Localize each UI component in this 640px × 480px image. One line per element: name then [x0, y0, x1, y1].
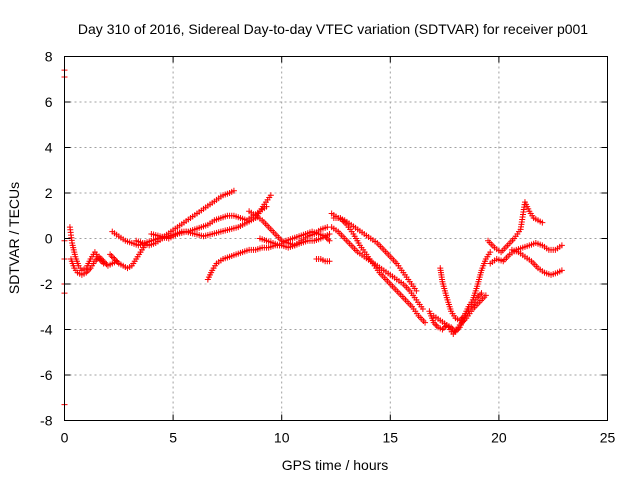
- series-track-j: [313, 255, 333, 265]
- data-point: [422, 319, 429, 326]
- data-point: [433, 322, 440, 329]
- data-point: [558, 267, 565, 274]
- data-point: [230, 187, 237, 194]
- series-track-l: [328, 224, 426, 313]
- y-tick-label: 6: [45, 94, 53, 110]
- series-track-p: [430, 292, 489, 338]
- x-tick-labels: 0 5 10 15 20 25: [61, 430, 616, 446]
- data-point: [558, 242, 565, 249]
- data-point: [110, 254, 117, 261]
- y-tick-label: -2: [40, 276, 53, 292]
- y-tick-label: -8: [40, 413, 53, 429]
- data-point: [114, 259, 121, 266]
- series-track-d: [109, 187, 237, 249]
- grid: [64, 56, 608, 421]
- data-point: [326, 237, 333, 244]
- data-point: [419, 306, 426, 313]
- data-point: [539, 219, 546, 226]
- data-point: [413, 287, 420, 294]
- x-tick-label: 10: [274, 430, 290, 446]
- data-point: [93, 256, 100, 263]
- y-tick-label: -6: [40, 367, 53, 383]
- x-tick-label: 25: [600, 430, 616, 446]
- data-point: [487, 249, 494, 256]
- data-points: [61, 67, 565, 408]
- chart-title: Day 310 of 2016, Sidereal Day-to-day VTE…: [78, 21, 588, 37]
- data-point: [482, 292, 489, 299]
- series-track-s: [508, 246, 565, 278]
- y-axis-label: SDTVAR / TECUs: [6, 182, 22, 294]
- series-track-i: [256, 228, 333, 249]
- x-tick-label: 0: [61, 430, 69, 446]
- data-point: [326, 230, 333, 237]
- y-tick-label: 0: [45, 231, 53, 247]
- x-tick-label: 5: [169, 430, 177, 446]
- x-axis-label: GPS time / hours: [282, 457, 389, 473]
- series-track-o: [437, 249, 494, 324]
- x-tick-label: 15: [383, 430, 399, 446]
- y-tick-label: 8: [45, 49, 53, 65]
- series-track-n: [426, 290, 485, 335]
- series-track-r: [487, 240, 565, 267]
- x-tick-label: 20: [491, 430, 507, 446]
- data-point: [326, 258, 333, 265]
- series-track-m: [330, 215, 429, 326]
- series-track-c: [107, 242, 148, 272]
- series-track-q: [485, 199, 546, 256]
- data-point: [107, 251, 114, 258]
- y-tick-label: -4: [40, 322, 53, 338]
- data-point: [108, 252, 115, 259]
- data-point: [267, 192, 274, 199]
- y-tick-label: 4: [45, 140, 53, 156]
- data-point: [478, 290, 485, 297]
- series-track-k: [328, 210, 420, 294]
- axis-ticks: [64, 56, 608, 421]
- y-tick-label: 2: [45, 185, 53, 201]
- y-tick-labels: -8 -6 -4 -2 0 2 4 6 8: [40, 49, 53, 429]
